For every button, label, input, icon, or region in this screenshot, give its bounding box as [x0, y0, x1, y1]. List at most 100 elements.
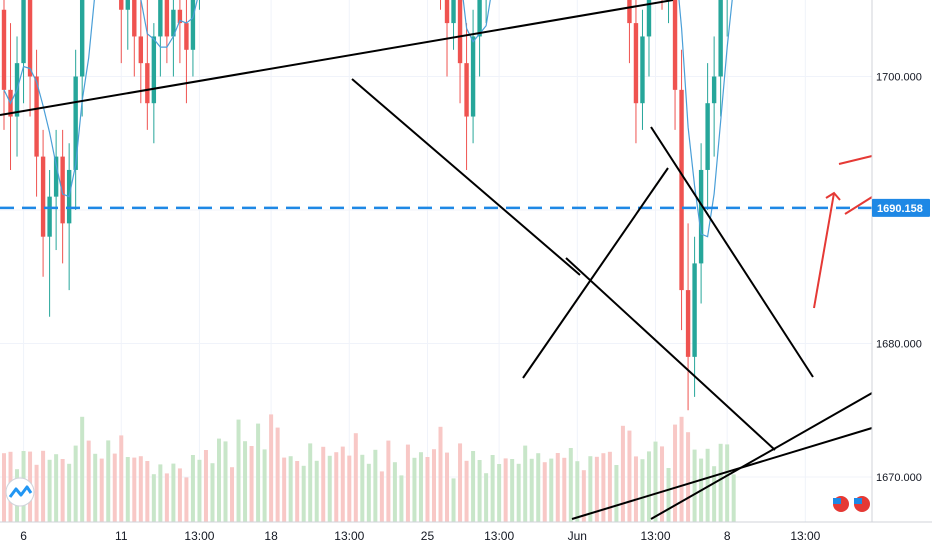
volume-bar: [314, 460, 319, 522]
trendline-lower-channel-1[interactable]: [571, 427, 873, 520]
trendline-rising-support[interactable]: [522, 167, 669, 379]
candle[interactable]: [692, 236, 697, 397]
candle-body: [477, 0, 482, 37]
volume-bar: [529, 458, 534, 522]
volume-bar: [718, 443, 723, 522]
candle[interactable]: [698, 143, 704, 304]
candle[interactable]: [679, 49, 684, 331]
candle-body: [145, 63, 150, 104]
volume-bar: [164, 473, 169, 522]
candle[interactable]: [151, 23, 157, 144]
price-tick-label: 1700.000: [876, 72, 922, 84]
candle[interactable]: [640, 9, 645, 130]
candle[interactable]: [158, 0, 163, 77]
candle-body: [705, 103, 710, 170]
volume-bar: [581, 470, 586, 522]
volume-bar: [646, 451, 651, 522]
volume-bar: [99, 458, 104, 522]
volume-bar: [640, 459, 645, 522]
level-price-text: 1690.158: [877, 203, 923, 215]
volume-bar: [158, 464, 163, 522]
candle-body: [718, 0, 723, 77]
candle[interactable]: [672, 0, 678, 130]
candle[interactable]: [73, 49, 78, 210]
candle[interactable]: [171, 0, 176, 77]
candle[interactable]: [184, 0, 189, 104]
candle[interactable]: [132, 0, 137, 77]
candle[interactable]: [705, 63, 710, 210]
volume-bar: [523, 445, 528, 522]
volume-bar: [275, 427, 280, 522]
volume-bar: [653, 441, 658, 522]
volume-bar: [660, 446, 665, 522]
candle-body: [470, 36, 476, 117]
candle[interactable]: [464, 23, 469, 170]
time-tick-label: 11: [115, 529, 128, 543]
trend-drawings[interactable]: [0, 0, 873, 520]
trendline-lower-channel-2[interactable]: [650, 392, 873, 520]
candle[interactable]: [138, 0, 144, 104]
volume-bar: [516, 463, 521, 522]
candles[interactable]: [1, 0, 736, 411]
candle[interactable]: [47, 169, 52, 317]
volume-bar: [171, 463, 176, 522]
time-tick-label: 6: [20, 529, 27, 543]
candle[interactable]: [646, 0, 652, 77]
volume-bar: [633, 456, 638, 522]
volume-bar: [601, 453, 606, 522]
candle-body: [27, 0, 33, 77]
candle[interactable]: [119, 0, 124, 64]
candle-body: [633, 23, 639, 104]
candle[interactable]: [444, 0, 450, 77]
volume-bar: [2, 453, 6, 522]
candle[interactable]: [190, 0, 196, 77]
candle[interactable]: [79, 0, 85, 117]
time-axis-panel: [0, 522, 932, 550]
volume-bar: [184, 477, 189, 522]
candle[interactable]: [40, 129, 46, 277]
arrow-up-projection[interactable]: [813, 192, 835, 309]
volume-bar: [73, 445, 78, 522]
candle[interactable]: [177, 0, 183, 64]
volume-bar: [151, 474, 156, 522]
trendline-descending-wedge-top[interactable]: [351, 78, 581, 276]
candle[interactable]: [53, 129, 59, 251]
candle[interactable]: [633, 0, 639, 144]
volume-bar: [145, 461, 150, 522]
candle[interactable]: [477, 0, 482, 77]
candle-body: [73, 76, 78, 170]
volume-bar: [379, 471, 384, 522]
candle[interactable]: [685, 223, 691, 411]
volume-bar: [392, 462, 397, 522]
volume-bar: [725, 444, 730, 522]
volume-bar: [542, 462, 547, 522]
candle[interactable]: [627, 0, 632, 64]
volume-bar: [484, 473, 489, 522]
candle[interactable]: [484, 0, 488, 24]
candle[interactable]: [27, 0, 33, 117]
candle[interactable]: [34, 49, 39, 197]
arrow-side-2: [844, 196, 873, 215]
candle[interactable]: [145, 0, 150, 130]
candle[interactable]: [725, 0, 729, 37]
candle[interactable]: [718, 0, 723, 117]
candle-body: [184, 23, 189, 50]
trendline-upper-channel[interactable]: [0, 0, 674, 116]
trendline-descending-wedge-bottom[interactable]: [565, 257, 776, 451]
candle[interactable]: [1, 0, 7, 130]
trendline-falling-wedge-top[interactable]: [650, 126, 814, 378]
volume-bar: [679, 416, 684, 522]
candle-body: [640, 36, 645, 104]
candle[interactable]: [164, 0, 170, 64]
flag-icon: [833, 496, 870, 512]
candle[interactable]: [457, 0, 463, 104]
candle[interactable]: [451, 0, 456, 50]
horizontal-levels[interactable]: [0, 0, 872, 210]
candle[interactable]: [125, 0, 130, 50]
candle[interactable]: [60, 129, 65, 264]
candle[interactable]: [711, 36, 717, 157]
candle[interactable]: [470, 9, 476, 144]
candle[interactable]: [21, 0, 26, 104]
